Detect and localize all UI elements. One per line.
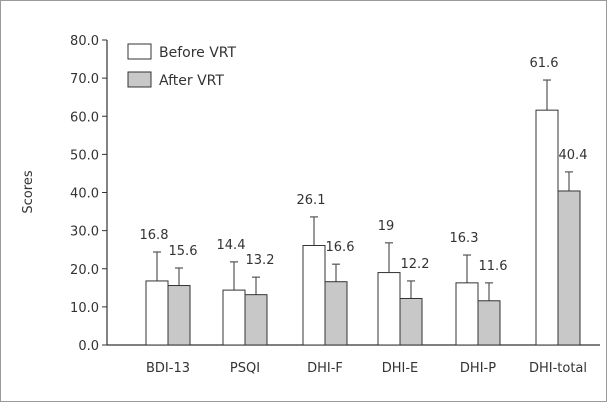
- data-label: 16.6: [326, 240, 355, 255]
- legend-label-after: After VRT: [159, 73, 224, 89]
- bar-before: [302, 244, 326, 346]
- data-label: 14.4: [217, 238, 246, 253]
- y-tick-label: 60.0: [70, 110, 99, 125]
- bar-after: [399, 297, 423, 346]
- data-label: 61.6: [530, 56, 559, 71]
- legend-swatch-before: [127, 43, 152, 60]
- bar-after: [477, 300, 501, 346]
- x-tick-label: PSQI: [230, 361, 260, 376]
- x-tick-label: DHI-P: [460, 361, 496, 376]
- legend-swatch-after: [127, 71, 152, 88]
- y-tick-label: 80.0: [70, 34, 99, 49]
- data-label: 16.3: [450, 231, 479, 246]
- data-label: 11.6: [479, 259, 508, 274]
- y-axis-label: Scores: [21, 170, 36, 213]
- data-label: 12.2: [401, 257, 430, 272]
- y-tick-label: 30.0: [70, 225, 99, 240]
- y-tick-label: 10.0: [70, 301, 99, 316]
- data-label: 40.4: [559, 148, 588, 163]
- bar-before: [377, 272, 401, 346]
- bar-before: [145, 280, 169, 346]
- legend: Before VRT After VRT: [127, 43, 237, 89]
- legend-label-before: Before VRT: [159, 45, 237, 61]
- bar-after: [557, 190, 581, 346]
- bar-before: [455, 282, 479, 346]
- data-label: 19: [378, 219, 395, 234]
- y-tick-label: 0.0: [78, 339, 99, 354]
- y-tick-label: 40.0: [70, 187, 99, 202]
- x-tick-label: BDI-13: [146, 361, 190, 376]
- y-tick-label: 70.0: [70, 72, 99, 87]
- bar-before: [535, 109, 559, 346]
- x-tick-label: DHI-E: [382, 361, 419, 376]
- x-tick-label: DHI-F: [307, 361, 343, 376]
- data-label: 15.6: [169, 244, 198, 259]
- bar-after: [244, 294, 268, 346]
- bar-after: [167, 285, 191, 346]
- data-label: 16.8: [140, 228, 169, 243]
- x-tick-label: DHI-total: [529, 361, 587, 376]
- data-label: 13.2: [246, 253, 275, 268]
- y-tick-label: 50.0: [70, 148, 99, 163]
- bar-before: [222, 289, 246, 346]
- data-label: 26.1: [297, 193, 326, 208]
- y-tick-label: 20.0: [70, 263, 99, 278]
- bar-after: [324, 281, 348, 346]
